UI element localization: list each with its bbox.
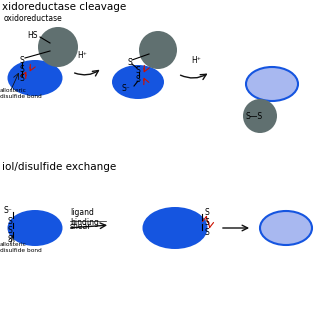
Ellipse shape <box>7 60 62 96</box>
Ellipse shape <box>246 67 298 101</box>
Text: S: S <box>204 228 209 236</box>
Text: xidoreductase cleavage: xidoreductase cleavage <box>2 2 126 12</box>
Text: shear: shear <box>70 222 92 231</box>
Circle shape <box>243 99 277 133</box>
Text: S—S: S—S <box>245 112 263 121</box>
Text: S: S <box>7 226 12 235</box>
Text: HS: HS <box>28 30 38 39</box>
Ellipse shape <box>142 207 207 249</box>
Text: oxidoreductase: oxidoreductase <box>4 14 63 23</box>
Text: iol/disulfide exchange: iol/disulfide exchange <box>2 162 116 172</box>
Text: S: S <box>20 65 24 74</box>
Text: S: S <box>7 217 12 226</box>
Text: ligand
binding: ligand binding <box>70 208 99 228</box>
Text: S: S <box>7 235 12 244</box>
Text: allosteric
disulfide bond: allosteric disulfide bond <box>0 88 42 99</box>
Text: S: S <box>204 218 209 227</box>
Text: S: S <box>136 66 140 75</box>
Ellipse shape <box>112 65 164 99</box>
Text: S: S <box>128 58 132 67</box>
Text: S: S <box>204 207 209 217</box>
Text: H⁺: H⁺ <box>77 51 87 60</box>
Circle shape <box>139 31 177 69</box>
Text: allosteric
disulfide bond: allosteric disulfide bond <box>0 242 42 253</box>
Text: S: S <box>136 75 140 84</box>
Circle shape <box>38 27 78 67</box>
Text: S⁻: S⁻ <box>3 205 12 214</box>
Ellipse shape <box>7 210 62 246</box>
Text: H⁺: H⁺ <box>191 55 201 65</box>
Text: S: S <box>20 74 24 83</box>
Ellipse shape <box>260 211 312 245</box>
Text: S⁻: S⁻ <box>122 84 130 92</box>
Text: S: S <box>20 55 24 65</box>
